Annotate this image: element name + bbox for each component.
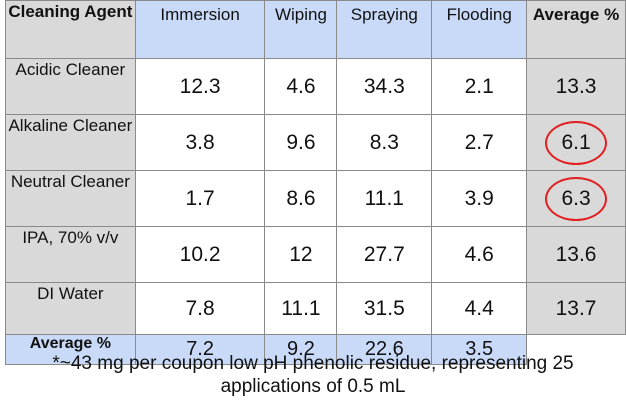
value-cell: 3.9 xyxy=(431,170,528,227)
value-cell: 4.6 xyxy=(264,58,338,115)
value-cell: 9.6 xyxy=(264,114,338,171)
value-cell: 34.3 xyxy=(336,58,433,115)
average-cell: 13.6 xyxy=(526,226,626,283)
value-cell: 4.4 xyxy=(431,282,528,335)
value-cell: 1.7 xyxy=(134,170,266,227)
empty-cell xyxy=(526,334,626,365)
value-cell: 10.2 xyxy=(134,226,266,283)
average-row-label: Average % xyxy=(5,334,136,365)
agent-label: Alkaline Cleaner xyxy=(5,114,136,171)
average-cell: 13.3 xyxy=(526,58,626,115)
value-cell: 12 xyxy=(264,226,338,283)
header-immersion: Immersion xyxy=(134,0,266,59)
average-cell-circled: 6.1 xyxy=(526,114,626,171)
red-circle-highlight xyxy=(545,176,608,221)
value-cell: 4.6 xyxy=(431,226,528,283)
value-cell: 27.7 xyxy=(336,226,433,283)
average-value: 22.6 xyxy=(336,334,433,365)
footnote: *~43 mg per coupon low pH phenolic resid… xyxy=(52,353,574,397)
agent-label: DI Water xyxy=(5,282,136,335)
table-row: IPA, 70% v/v 10.2 12 27.7 4.6 13.6 xyxy=(5,226,626,283)
average-value: 7.2 xyxy=(134,334,266,365)
header-row: Cleaning Agent Immersion Wiping Spraying… xyxy=(5,0,626,59)
average-cell-circled: 6.3 xyxy=(526,170,626,227)
average-value: 9.2 xyxy=(264,334,338,365)
value-cell: 11.1 xyxy=(336,170,433,227)
average-row: Average % 7.2 9.2 22.6 3.5 xyxy=(5,334,626,365)
value-cell: 11.1 xyxy=(264,282,338,335)
value-cell: 31.5 xyxy=(336,282,433,335)
value-cell: 8.3 xyxy=(336,114,433,171)
agent-label: Neutral Cleaner xyxy=(5,170,136,227)
cleaning-results-table: Cleaning Agent Immersion Wiping Spraying… xyxy=(5,0,626,365)
agent-label: Acidic Cleaner xyxy=(5,58,136,115)
value-cell: 2.7 xyxy=(431,114,528,171)
table-row: Alkaline Cleaner 3.8 9.6 8.3 2.7 6.1 xyxy=(5,114,626,171)
red-circle-highlight xyxy=(545,120,608,165)
header-wiping: Wiping xyxy=(264,0,338,59)
header-flooding: Flooding xyxy=(431,0,528,59)
value-cell: 7.8 xyxy=(134,282,266,335)
agent-label: IPA, 70% v/v xyxy=(5,226,136,283)
average-value: 3.5 xyxy=(431,334,528,365)
value-cell: 3.8 xyxy=(134,114,266,171)
table-row: DI Water 7.8 11.1 31.5 4.4 13.7 xyxy=(5,282,626,335)
value-cell: 2.1 xyxy=(431,58,528,115)
average-cell: 13.7 xyxy=(526,282,626,335)
header-average: Average % xyxy=(526,0,626,59)
table-row: Acidic Cleaner 12.3 4.6 34.3 2.1 13.3 xyxy=(5,58,626,115)
header-spraying: Spraying xyxy=(336,0,433,59)
value-cell: 12.3 xyxy=(134,58,266,115)
table-row: Neutral Cleaner 1.7 8.6 11.1 3.9 6.3 xyxy=(5,170,626,227)
value-cell: 8.6 xyxy=(264,170,338,227)
header-cleaning-agent: Cleaning Agent xyxy=(5,0,136,59)
